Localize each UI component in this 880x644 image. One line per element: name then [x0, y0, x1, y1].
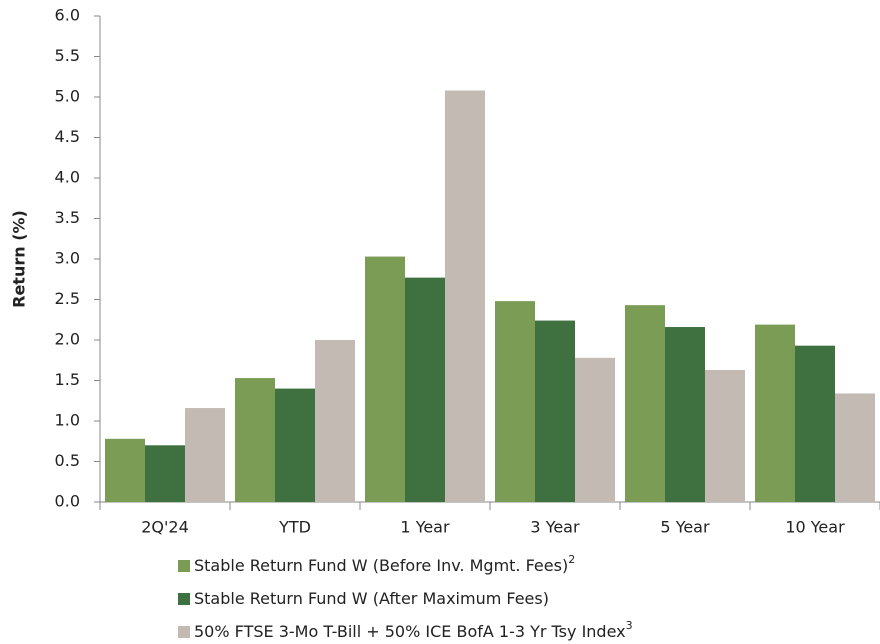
legend-swatch	[178, 626, 190, 638]
bar	[835, 393, 875, 502]
legend-swatch	[178, 560, 190, 572]
x-tick-label: YTD	[278, 518, 311, 537]
x-tick-label: 3 Year	[530, 518, 580, 537]
bar	[315, 340, 355, 502]
bar	[755, 324, 795, 502]
legend-name: Stable Return Fund W (After Maximum Fees…	[194, 589, 549, 608]
bar	[575, 357, 615, 502]
legend-swatch	[178, 593, 190, 605]
y-tick-label: 2.5	[55, 289, 80, 308]
legend-footnote: 3	[626, 619, 633, 632]
bar	[185, 408, 225, 502]
x-tick-label: 2Q'24	[141, 518, 189, 537]
y-tick-label: 3.0	[55, 249, 80, 268]
y-tick-label: 1.0	[55, 411, 80, 430]
legend-label: Stable Return Fund W (After Maximum Fees…	[194, 589, 549, 608]
bar	[105, 438, 145, 502]
y-tick-label: 4.5	[55, 127, 80, 146]
x-tick-label: 10 Year	[785, 518, 845, 537]
y-tick-label: 3.5	[55, 208, 80, 227]
y-tick-label: 1.5	[55, 370, 80, 389]
bar	[235, 378, 275, 502]
x-tick-label: 1 Year	[400, 518, 450, 537]
y-tick-label: 5.0	[55, 87, 80, 106]
bar	[495, 301, 535, 502]
bar	[275, 388, 315, 502]
y-axis-label: Return (%)	[10, 210, 29, 308]
legend-name: Stable Return Fund W (Before Inv. Mgmt. …	[194, 556, 568, 575]
legend-name: 50% FTSE 3-Mo T-Bill + 50% ICE BofA 1-3 …	[194, 622, 626, 641]
y-tick-label: 6.0	[55, 6, 80, 25]
bar	[625, 305, 665, 502]
legend-label: 50% FTSE 3-Mo T-Bill + 50% ICE BofA 1-3 …	[194, 619, 633, 641]
bar	[705, 369, 745, 502]
bar	[535, 320, 575, 502]
bar	[795, 345, 835, 502]
y-tick-label: 5.5	[55, 46, 80, 65]
y-tick-label: 2.0	[55, 330, 80, 349]
bar	[365, 256, 405, 502]
y-tick-label: 4.0	[55, 168, 80, 187]
legend-footnote: 2	[568, 553, 575, 566]
bar	[405, 277, 445, 502]
y-tick-label: 0.0	[55, 492, 80, 511]
bar	[445, 90, 485, 503]
x-tick-label: 5 Year	[660, 518, 710, 537]
bar	[145, 445, 185, 502]
bar	[665, 327, 705, 502]
legend-label: Stable Return Fund W (Before Inv. Mgmt. …	[194, 553, 575, 575]
y-tick-label: 0.5	[55, 451, 80, 470]
